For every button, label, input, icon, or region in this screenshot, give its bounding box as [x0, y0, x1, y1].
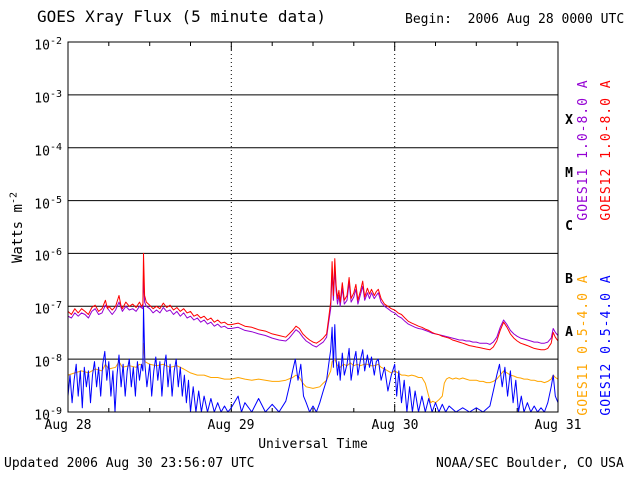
y-tick-label: 10-5 — [34, 195, 62, 213]
y-tick-label: 10-6 — [34, 247, 62, 265]
series-label-goes12-short: GOES12 0.5-4.0 A — [599, 274, 614, 416]
source-attribution: NOAA/SEC Boulder, CO USA — [436, 456, 624, 471]
page-title: GOES Xray Flux (5 minute data) — [37, 7, 326, 26]
x-axis-title: Universal Time — [258, 437, 368, 452]
flare-class-X: X — [565, 113, 573, 128]
x-tick-label: Aug 29 — [207, 418, 255, 433]
x-tick-label: Aug 31 — [534, 418, 582, 433]
x-tick-label: Aug 28 — [44, 418, 92, 433]
y-tick-label: 10-3 — [34, 89, 62, 107]
y-tick-label: 10-4 — [34, 142, 62, 160]
x-tick-label: Aug 30 — [371, 418, 419, 433]
flare-class-B: B — [565, 272, 573, 287]
y-tick-label: 10-2 — [34, 36, 62, 54]
flare-class-M: M — [565, 166, 573, 181]
y-tick-label: 10-9 — [34, 406, 62, 424]
begin-label: Begin: 2006 Aug 28 0000 UTC — [405, 12, 625, 27]
series-label-goes12-long: GOES12 1.0-8.0 A — [599, 79, 614, 221]
flare-class-C: C — [565, 219, 573, 234]
y-tick-label: 10-7 — [34, 300, 62, 318]
series-label-goes11-short: GOES11 0.5-4.0 A — [576, 274, 591, 416]
flare-class-A: A — [565, 325, 573, 340]
updated-timestamp: Updated 2006 Aug 30 23:56:07 UTC — [4, 456, 255, 471]
series-label-goes11-long: GOES11 1.0-8.0 A — [576, 79, 591, 221]
y-tick-label: 10-8 — [34, 353, 62, 371]
